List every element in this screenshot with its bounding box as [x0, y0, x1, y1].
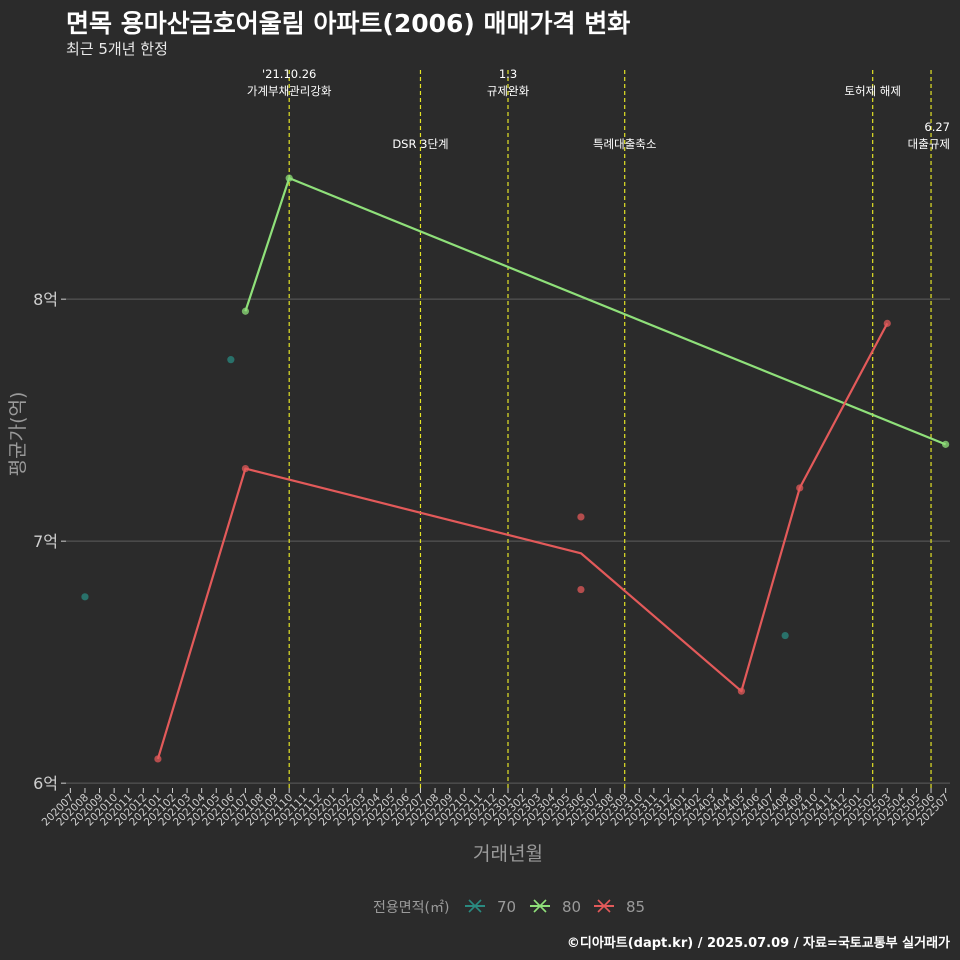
event-label: DSR 3단계: [392, 137, 448, 151]
series-70-point: [81, 593, 89, 601]
legend-key-cross: [533, 899, 547, 913]
series-85-point: [737, 687, 745, 695]
series-85-point: [883, 319, 891, 327]
legend: 전용면적(㎡) 70 80 85: [373, 898, 645, 916]
y-axis-title: 평균가(억): [7, 392, 29, 477]
source-caption: ©디아파트(dapt.kr) / 2025.07.09 / 자료=국토교통부 실…: [566, 936, 950, 951]
legend-key-cross: [468, 899, 482, 913]
event-label: 1.3: [499, 67, 517, 81]
series-70-point: [227, 356, 235, 364]
event-label: 6.27: [924, 120, 950, 134]
series-85-point: [154, 755, 162, 763]
event-label: 규제완화: [487, 84, 530, 98]
legend-label-80: 80: [562, 898, 581, 916]
y-tick-label: 8억: [33, 290, 58, 309]
series-80-point: [285, 174, 293, 182]
event-label: 특례대출축소: [593, 137, 656, 151]
y-tick-label: 7억: [33, 532, 58, 551]
chart-subtitle: 최근 5개년 한정: [66, 40, 168, 58]
x-axis-title: 거래년월: [473, 843, 543, 865]
series-80-point: [942, 440, 950, 448]
legend-title: 전용면적(㎡): [373, 900, 449, 916]
series-85-point: [577, 513, 585, 521]
event-label: 대출규제: [908, 137, 950, 151]
series-85-point: [241, 464, 250, 473]
legend-label-70: 70: [497, 898, 516, 916]
series-80-line: [244, 177, 947, 446]
series-85-line: [156, 322, 889, 760]
axes-layer: 6억7억8억2020072020082020092020102020112020…: [33, 290, 952, 828]
legend-key-cross: [597, 899, 611, 913]
series-70-point: [781, 631, 789, 640]
event-label: 토허제 해제: [844, 84, 901, 98]
legend-label-85: 85: [626, 898, 645, 916]
series-85-point: [796, 484, 804, 492]
event-label: '21.10.26: [262, 67, 316, 81]
series-layer: [81, 174, 950, 763]
chart-title: 면목 용마산금호어울림 아파트(2006) 매매가격 변화: [66, 9, 631, 38]
series-85-point: [577, 585, 585, 594]
y-tick-label: 6억: [33, 774, 58, 793]
series-80-point: [241, 307, 250, 315]
event-label: 가계부채관리강화: [247, 84, 332, 98]
